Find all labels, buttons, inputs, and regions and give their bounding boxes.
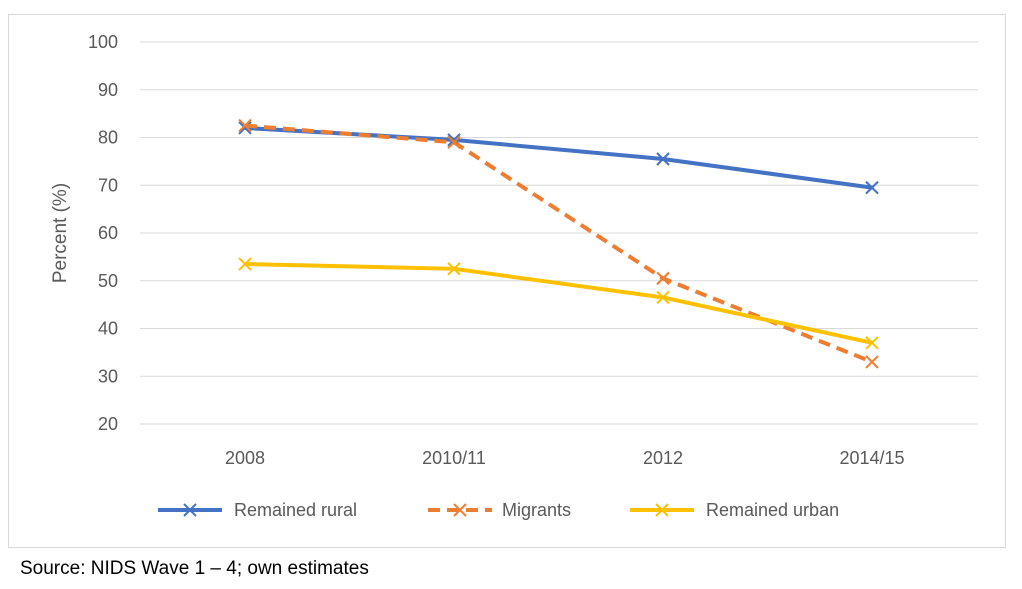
data-point-remained-rural bbox=[865, 180, 879, 195]
y-tick-label: 50 bbox=[98, 271, 118, 291]
data-point-remained-rural bbox=[656, 152, 670, 166]
legend-item-remained-urban: Remained urban bbox=[630, 500, 839, 520]
legend-label: Remained urban bbox=[706, 500, 839, 520]
series-lines bbox=[238, 118, 879, 369]
y-tick-label: 20 bbox=[98, 414, 118, 434]
data-point-migrants bbox=[447, 135, 461, 149]
y-tick-label: 80 bbox=[98, 128, 118, 148]
legend-item-remained-rural: Remained rural bbox=[158, 500, 357, 520]
x-tick-label: 2010/11 bbox=[422, 448, 486, 468]
series-migrants bbox=[238, 118, 879, 369]
series-remained-rural bbox=[238, 121, 879, 195]
series-line-remained-urban bbox=[244, 262, 873, 345]
series-line-remained-rural bbox=[244, 125, 873, 190]
gridlines bbox=[140, 41, 978, 425]
data-point-remained-urban bbox=[865, 336, 879, 350]
data-point-migrants bbox=[656, 271, 670, 286]
x-tick-label: 2012 bbox=[643, 448, 683, 468]
legend-marker bbox=[655, 503, 669, 517]
legend-label: Remained rural bbox=[234, 500, 357, 520]
y-tick-labels: 20 30 40 50 60 70 80 90 100 bbox=[88, 32, 118, 434]
data-point-remained-urban bbox=[656, 290, 670, 305]
y-tick-label: 30 bbox=[98, 366, 118, 386]
y-tick-label: 90 bbox=[98, 80, 118, 100]
legend-label: Migrants bbox=[502, 500, 571, 520]
data-point-migrants bbox=[238, 118, 252, 133]
line-chart: 20 30 40 50 60 70 80 90 100 2008 2010/11 2012 2014/… bbox=[50, 32, 978, 520]
source-note: Source: NIDS Wave 1 – 4; own estimates bbox=[20, 558, 369, 579]
x-tick-label: 2008 bbox=[225, 448, 265, 468]
legend: Remained rural Migrants Remained urban bbox=[158, 500, 839, 520]
legend-item-migrants: Migrants bbox=[428, 500, 571, 520]
x-tick-label: 2014/15 bbox=[839, 448, 904, 468]
data-point-remained-urban bbox=[238, 257, 252, 271]
series-line-migrants bbox=[244, 123, 873, 364]
y-tick-label: 40 bbox=[98, 319, 118, 339]
y-axis-label: Percent (%) bbox=[50, 183, 71, 283]
data-point-migrants bbox=[865, 355, 879, 369]
x-tick-labels: 2008 2010/11 2012 2014/15 bbox=[225, 448, 905, 468]
series-remained-urban bbox=[238, 257, 879, 350]
y-tick-label: 60 bbox=[98, 223, 118, 243]
y-tick-label: 100 bbox=[88, 32, 118, 52]
data-point-remained-urban bbox=[447, 262, 461, 276]
legend-marker bbox=[183, 503, 197, 517]
y-tick-label: 70 bbox=[98, 175, 118, 195]
legend-marker bbox=[453, 503, 467, 517]
